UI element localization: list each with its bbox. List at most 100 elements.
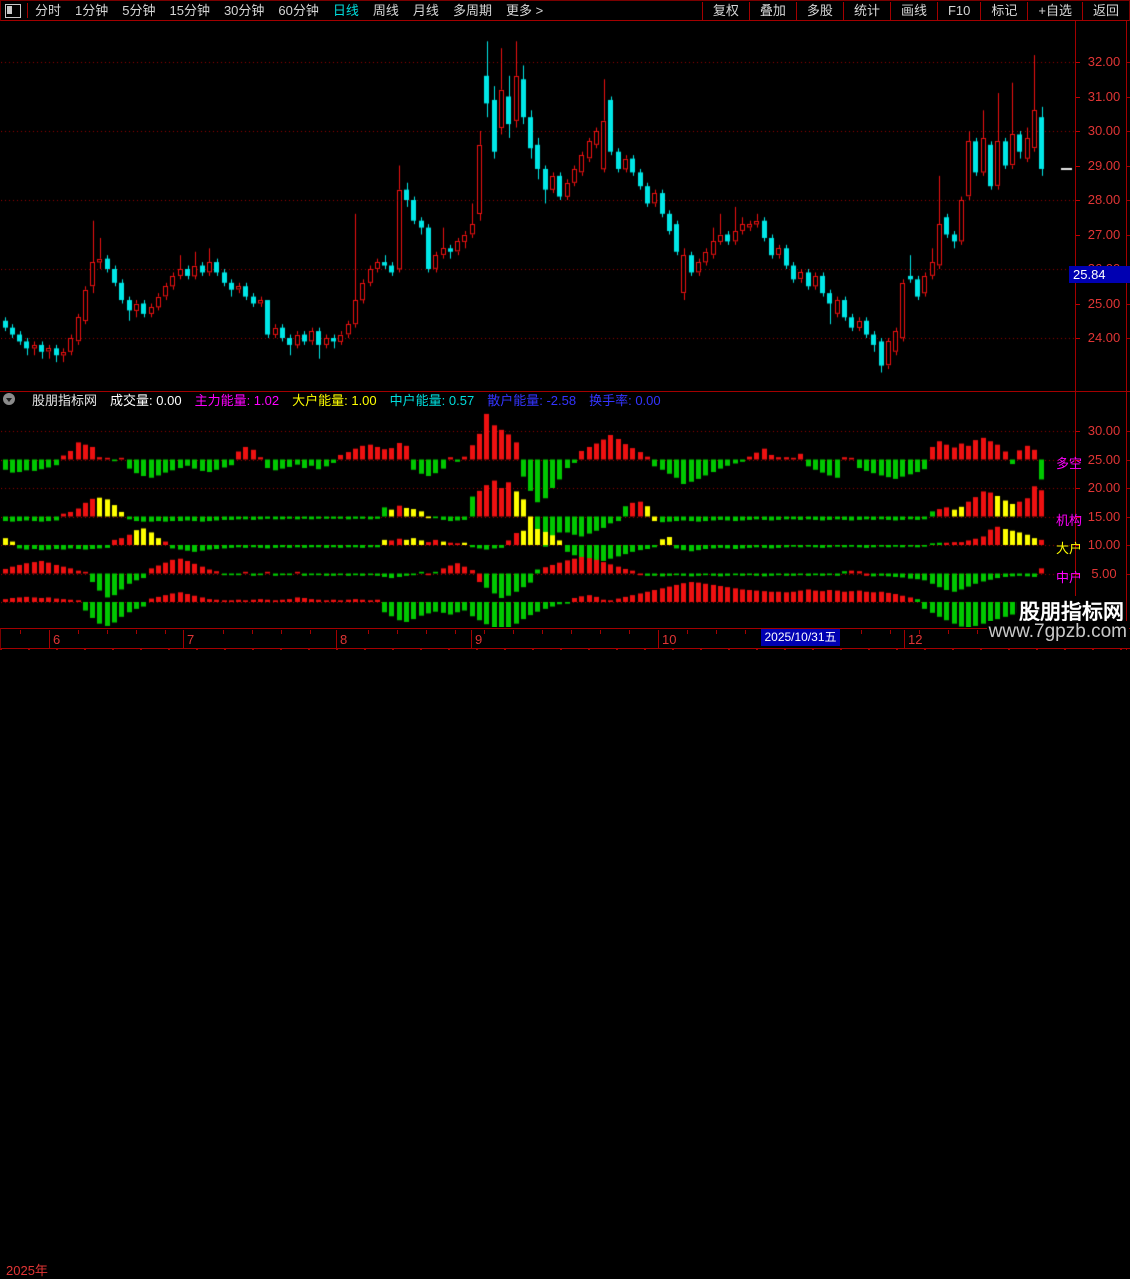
toolbar-period-分时[interactable]: 分时 (35, 2, 62, 18)
edge-tick (1126, 200, 1130, 201)
toolbar-action-复权[interactable]: 复权 (701, 1, 749, 20)
toolbar-period-多周期[interactable]: 多周期 (452, 2, 492, 18)
indicator-axis-label: 15.00 (1087, 509, 1121, 524)
main-candlestick-chart[interactable] (1, 40, 1075, 390)
chevron-down-circle-icon[interactable] (3, 393, 15, 405)
toolbar-action-返回[interactable]: 返回 (1081, 1, 1129, 20)
toolbar-period-更多 >[interactable]: 更多 > (505, 2, 544, 18)
indicator-field-label: 换手率: (589, 392, 636, 408)
date-axis-tick (948, 630, 949, 634)
toolbar-period-1分钟[interactable]: 1分钟 (75, 2, 109, 18)
edge-tick (1126, 235, 1130, 236)
indicator-field-value: 1.02 (253, 392, 280, 408)
toolbar-action-统计[interactable]: 统计 (842, 1, 890, 20)
date-axis-tick (136, 630, 137, 634)
toolbar-action-画线[interactable]: 画线 (889, 1, 937, 20)
date-axis-tick (919, 630, 920, 634)
indicator-bars-chart[interactable] (1, 406, 1075, 627)
edge-tick (1126, 431, 1130, 432)
axis-tick (1075, 488, 1080, 489)
edge-tick (1126, 517, 1130, 518)
indicator-field-label: 大户能量: (292, 392, 352, 408)
axis-tick (1075, 235, 1080, 236)
date-axis-month-label: 9 (475, 632, 483, 647)
date-axis-month-label: 7 (187, 632, 195, 647)
toolbar-period-日线[interactable]: 日线 (332, 2, 359, 18)
indicator-field-label: 中户能量: (389, 392, 449, 408)
indicator-field: 散户能量: -2.58 (487, 390, 576, 409)
indicator-field-label: 成交量: (110, 392, 157, 408)
indicator-series-label: 中户 (1056, 570, 1083, 585)
price-axis-label: 31.00 (1087, 89, 1121, 104)
toolbar-period-周线[interactable]: 周线 (372, 2, 399, 18)
indicator-series-label: 机构 (1056, 513, 1083, 528)
date-axis-tick (455, 630, 456, 634)
date-axis-tick (542, 630, 543, 634)
toolbar-period-30分钟[interactable]: 30分钟 (223, 2, 265, 18)
indicator-axis-label: 5.00 (1091, 566, 1117, 581)
toolbar-action-多股[interactable]: 多股 (795, 1, 843, 20)
axis-tick (1075, 166, 1080, 167)
edge-tick (1126, 131, 1130, 132)
axis-tick (1075, 431, 1080, 432)
indicator-field-label: 主力能量: (194, 392, 254, 408)
date-axis-tick (397, 630, 398, 634)
toolbar-period-60分钟[interactable]: 60分钟 (278, 2, 319, 18)
date-axis-tick (252, 630, 253, 634)
date-axis-tick (223, 630, 224, 634)
toolbar-action-+自选[interactable]: +自选 (1027, 1, 1082, 20)
date-axis-month-label: 12 (908, 632, 923, 647)
edge-tick (1126, 545, 1130, 546)
toolbar-action-F10[interactable]: F10 (936, 1, 980, 20)
date-axis-month-label: 8 (340, 632, 348, 647)
axis-tick (1075, 131, 1080, 132)
toolbar-period-15分钟[interactable]: 15分钟 (169, 2, 210, 18)
indicator-field: 中户能量: 0.57 (390, 390, 475, 409)
price-axis-label: 29.00 (1087, 158, 1121, 173)
date-axis-tick (629, 630, 630, 634)
date-axis-tick (281, 630, 282, 634)
date-axis-tick (600, 630, 601, 634)
edge-tick (1126, 574, 1130, 575)
toolbar-action-标记[interactable]: 标记 (980, 1, 1027, 20)
toolbar-period-5分钟[interactable]: 5分钟 (122, 2, 156, 18)
indicator-field-value: -2.58 (546, 392, 577, 408)
watermark-url: www.7gpzb.com (986, 621, 1129, 643)
edge-tick (1126, 460, 1130, 461)
panel-separator (0, 391, 1130, 392)
date-axis-tick (513, 630, 514, 634)
indicator-field-value: 0.00 (156, 392, 182, 408)
indicator-axis-label: 20.00 (1087, 480, 1121, 495)
edge-tick (1126, 304, 1130, 305)
date-axis-tick (687, 630, 688, 634)
indicator-axis-label: 25.00 (1087, 452, 1121, 467)
indicator-axis-label: 10.00 (1087, 537, 1121, 552)
indicator-series-label: 多空 (1056, 456, 1083, 471)
date-axis-tick (484, 630, 485, 634)
title-row: 长江通信(日线.前复权) (0, 20, 1130, 62)
edge-tick (1126, 62, 1130, 63)
toolbar-period-月线[interactable]: 月线 (412, 2, 439, 18)
date-axis-tick (368, 630, 369, 634)
indicator-field: 换手率: 0.00 (589, 390, 661, 409)
axis-tick (1075, 200, 1080, 201)
axis-tick (1075, 62, 1080, 63)
crosshair-date-box: 2025/10/31五 (761, 629, 840, 646)
edge-tick (1126, 97, 1130, 98)
date-axis-tick (571, 630, 572, 634)
axis-border-line (1075, 20, 1076, 648)
action-menu: 复权 叠加 多股 统计 画线 F10 标记 +自选 返回 (701, 1, 1129, 20)
edge-tick (1126, 166, 1130, 167)
date-axis-tick (745, 630, 746, 634)
panel-toggle-icon[interactable] (5, 3, 21, 18)
date-axis-tick (426, 630, 427, 634)
year-label: 2025年 (6, 1263, 48, 1278)
price-axis-label: 25.00 (1087, 296, 1121, 311)
toolbar-action-叠加[interactable]: 叠加 (748, 1, 796, 20)
toolbar-divider (27, 3, 28, 18)
price-axis-label: 24.00 (1087, 330, 1121, 345)
indicator-header: 股朋指标网 成交量: 0.00 主力能量: 1.02 大户能量: 1.00 中户能量:… (3, 390, 661, 409)
indicator-field: 主力能量: 1.02 (195, 390, 280, 409)
date-axis-tick (107, 630, 108, 634)
indicator-source: 股朋指标网 (32, 392, 98, 408)
